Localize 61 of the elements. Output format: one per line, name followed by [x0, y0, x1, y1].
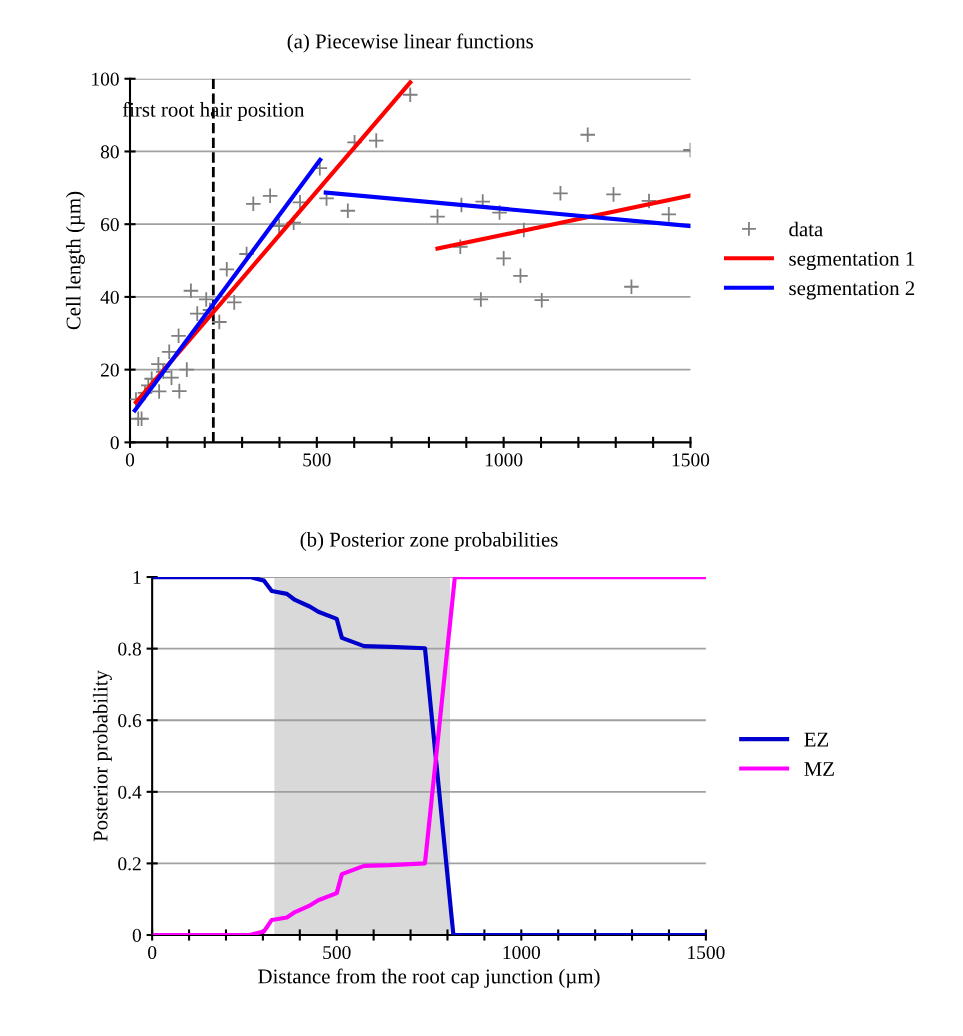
point — [579, 126, 596, 143]
x-tick-label: 1000 — [485, 453, 523, 467]
point — [472, 291, 490, 308]
chart-title: (b) Posterior zone probabilities — [300, 532, 558, 551]
point — [429, 208, 446, 225]
y-tick-label: 0.4 — [118, 785, 142, 799]
chart-title: (a) Piecewise linear functions — [287, 33, 533, 53]
point — [161, 343, 178, 361]
point — [512, 267, 529, 285]
point — [452, 238, 469, 255]
point — [198, 291, 215, 308]
legend-label: segmentation 2 — [789, 281, 915, 300]
point — [640, 192, 658, 210]
y-tick-label: 80 — [100, 145, 119, 159]
x-tick-label: 0 — [148, 945, 157, 960]
point — [368, 132, 385, 149]
y-tick-label: 0 — [132, 928, 141, 942]
line-series — [153, 577, 706, 935]
point — [245, 195, 262, 213]
y-tick-label: 0 — [110, 436, 119, 450]
x-tick-label: 500 — [303, 453, 331, 467]
y-tick-label: 60 — [100, 218, 119, 232]
x-tick-label: 1500 — [672, 453, 710, 467]
point — [495, 250, 512, 267]
point — [605, 186, 622, 203]
point — [211, 313, 228, 331]
point — [533, 292, 550, 309]
point — [339, 202, 357, 219]
point — [218, 261, 235, 278]
x-axis-title: Distance from the root cap junction (µm) — [258, 968, 600, 988]
y-tick-label: 1 — [133, 570, 141, 584]
legend-label: data — [789, 221, 823, 237]
point — [491, 204, 508, 221]
x-tick-label: 1000 — [503, 945, 541, 960]
y-axis-title: Posterior probability — [92, 670, 112, 842]
point — [178, 361, 195, 378]
legend-label: segmentation 1 — [789, 251, 914, 271]
point — [170, 327, 187, 345]
y-tick-label: 0.8 — [118, 642, 141, 656]
point — [660, 206, 677, 223]
point — [261, 187, 279, 205]
y-tick-label: 100 — [92, 72, 119, 86]
point — [150, 356, 167, 373]
y-tick-label: 20 — [101, 363, 119, 377]
point — [402, 86, 419, 103]
point — [189, 305, 206, 322]
point — [171, 382, 188, 400]
x-tick-label: 1500 — [688, 945, 725, 960]
point — [623, 278, 640, 295]
point — [552, 185, 569, 202]
x-tick-label: 500 — [323, 945, 351, 960]
legend-label: MZ — [804, 762, 834, 776]
point — [182, 282, 200, 299]
y-tick-label: 0.2 — [118, 857, 141, 871]
legend-label: EZ — [804, 732, 829, 747]
point — [163, 369, 180, 386]
point — [150, 383, 168, 400]
y-tick-label: 0.6 — [118, 714, 142, 728]
y-tick-label: 40 — [100, 290, 119, 304]
y-axis-title: Cell length (µm) — [65, 191, 85, 330]
point — [226, 294, 243, 311]
